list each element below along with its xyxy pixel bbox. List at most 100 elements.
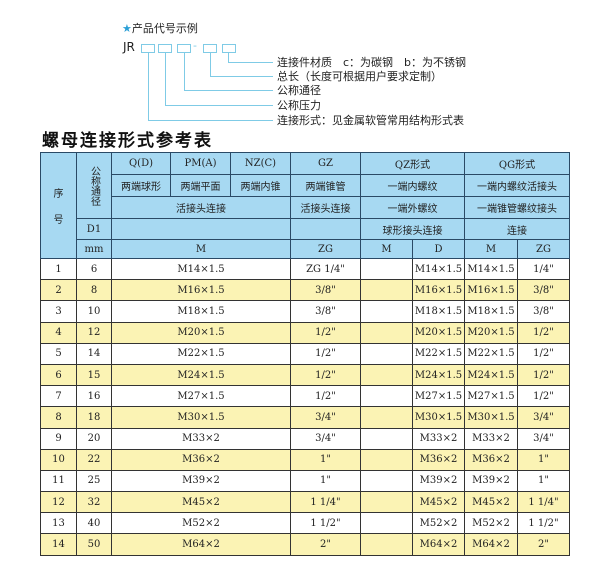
code-box [203,44,217,53]
table-row: 11 25 M39×2 1" M39×2 M39×2 1" [40,469,570,493]
row-qg-m: M22×1.5 [464,342,518,365]
label-length: 总长（长度可根据用户要求定制） [277,70,442,83]
row-qg-zg: 3/8" [517,300,570,323]
header-type: QG形式 [464,152,570,175]
label-pressure: 公称压力 [277,99,321,112]
row-qz-d: M22×1.5 [412,342,465,365]
row-qz-m [360,342,413,365]
row-gz-zg: 3/8" [290,279,361,302]
row-qz-m [360,491,413,514]
table-row: 1 6 M14×1.5 ZG 1/4" M14×1.5 M14×1.5 1/4" [40,257,570,281]
row-qg-zg: 1/4" [517,257,570,281]
row-qg-zg: 1" [517,448,570,471]
table-title: 螺母连接形式参考表 [42,131,213,151]
row-seq: 3 [40,300,77,323]
code-box [158,44,172,53]
row-qg-m: M18×1.5 [464,300,518,323]
header-type: NZ(C) [230,152,291,175]
header-shape: 一端内螺纹活接头 [464,174,570,197]
row-qg-zg: 1" [517,469,570,493]
header-empty [111,218,291,240]
row-qg-zg: 1/2" [517,385,570,408]
row-m: M64×2 [111,533,291,556]
header-unit: M [464,239,518,259]
row-qz-d: M27×1.5 [412,385,465,408]
row-qz-d: M14×1.5 [412,257,465,281]
row-qg-m: M16×1.5 [464,279,518,302]
table-row: 10 22 M36×2 1" M36×2 M36×2 1" [40,448,570,471]
row-qg-m: M64×2 [464,533,518,556]
leader-line [148,53,149,120]
header-shape: 两端球形 [111,174,171,197]
header-type: Q(D) [111,152,171,175]
table-row: 13 40 M52×2 1 1/2" M52×2 M52×2 1 1/2" [40,512,570,535]
row-m: M39×2 [111,469,291,493]
row-gz-zg: 1 1/4" [290,491,361,514]
row-qz-d: M30×1.5 [412,406,465,429]
row-diameter: 20 [76,427,112,450]
row-qz-m [360,363,413,387]
header-type: QZ形式 [360,152,465,175]
code-box [141,44,155,53]
leader-line [228,53,229,62]
row-qz-m [360,533,413,556]
row-seq: 9 [40,427,77,450]
row-seq: 5 [40,342,77,365]
header-conn: 活接头连接 [111,196,291,219]
table-row: 3 10 M18×1.5 3/8" M18×1.5 M18×1.5 3/8" [40,300,570,323]
table-row: 2 8 M16×1.5 3/8" M16×1.5 M16×1.5 3/8" [40,279,570,302]
leader-line [210,76,273,77]
leader-line [165,53,166,105]
table-row: 14 50 M64×2 2" M64×2 M64×2 2" [40,533,570,556]
leader-line [165,105,273,106]
row-qg-m: M36×2 [464,448,518,471]
header-d1: D1 [76,218,112,240]
row-seq: 8 [40,406,77,429]
row-gz-zg: 1/2" [290,363,361,387]
header-conn: 活接头连接 [290,196,361,219]
nut-connection-table: 序 号 公称通径 Q(D) PM(A) NZ(C) GZ QZ形式 QG形式 两… [40,152,570,556]
row-qg-m: M39×2 [464,469,518,493]
row-qg-m: M45×2 [464,491,518,514]
row-qz-d: M52×2 [412,512,465,535]
row-qg-zg: 3/4" [517,427,570,450]
example-heading: ★产品代号示例 [122,22,198,35]
row-diameter: 8 [76,279,112,302]
row-gz-zg: 1" [290,469,361,493]
row-qz-m [360,257,413,281]
row-seq: 10 [40,448,77,471]
row-qg-zg: 3/8" [517,279,570,302]
row-diameter: 6 [76,257,112,281]
row-seq: 2 [40,279,77,302]
row-qz-d: M33×2 [412,427,465,450]
row-m: M24×1.5 [111,363,291,387]
row-qg-m: M52×2 [464,512,518,535]
row-qz-m [360,448,413,471]
leader-line [210,53,211,76]
code-box [222,44,236,53]
header-shape: 一端内螺纹 [360,174,465,197]
row-qg-m: M27×1.5 [464,385,518,408]
row-seq: 4 [40,321,77,344]
row-gz-zg: 3/8" [290,300,361,323]
row-seq: 14 [40,533,77,556]
row-seq: 11 [40,469,77,493]
row-qg-zg: 1/2" [517,342,570,365]
header-seq: 序 号 [40,152,77,259]
row-diameter: 10 [76,300,112,323]
label-diameter: 公称通径 [277,84,321,97]
row-m: M16×1.5 [111,279,291,302]
header-shape: 两端锥管 [290,174,361,197]
row-m: M52×2 [111,512,291,535]
row-qz-m [360,512,413,535]
row-qz-d: M36×2 [412,448,465,471]
code-dash: - [193,39,197,52]
table-row: 9 20 M33×2 3/4" M33×2 M33×2 3/4" [40,427,570,450]
row-seq: 6 [40,363,77,387]
header-mm: mm [76,239,112,259]
leader-line [228,62,273,63]
row-qg-zg: 1/2" [517,321,570,344]
row-qz-m [360,427,413,450]
header-shape: 两端平面 [170,174,231,197]
row-gz-zg: ZG 1/4" [290,257,361,281]
